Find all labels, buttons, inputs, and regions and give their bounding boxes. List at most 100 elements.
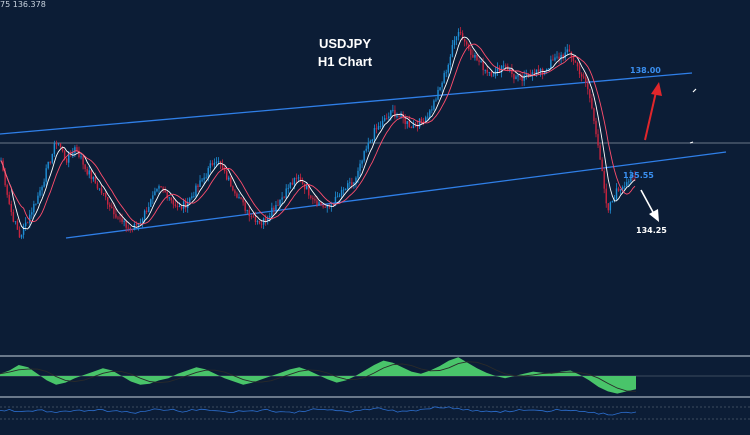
candle xyxy=(605,183,607,208)
candle xyxy=(213,158,216,169)
candle xyxy=(533,68,536,75)
candle xyxy=(406,120,408,129)
bearish-arrow xyxy=(640,189,659,222)
candle xyxy=(57,143,60,146)
candle xyxy=(39,186,41,198)
candle xyxy=(72,147,74,158)
candle xyxy=(558,52,560,64)
candle xyxy=(262,217,265,230)
moving-averages xyxy=(0,36,636,230)
rsi-panel xyxy=(0,406,637,416)
candle xyxy=(449,54,452,71)
bullish-arrow xyxy=(644,82,662,141)
candle xyxy=(65,158,68,165)
candle xyxy=(433,99,435,111)
candle xyxy=(591,94,593,110)
candle xyxy=(148,202,150,213)
candle xyxy=(22,223,25,239)
candle xyxy=(517,73,519,82)
channel-upper-line xyxy=(0,72,693,135)
candle xyxy=(230,176,232,188)
candle xyxy=(349,177,351,188)
candle xyxy=(209,160,212,173)
candle xyxy=(609,201,612,214)
candle xyxy=(252,213,255,218)
candle xyxy=(632,175,634,181)
candle xyxy=(443,70,445,84)
candle xyxy=(248,205,250,222)
candle xyxy=(80,153,82,160)
candle xyxy=(277,199,279,206)
candle xyxy=(260,220,263,229)
candle xyxy=(51,153,54,165)
candle xyxy=(377,122,380,131)
candle xyxy=(289,182,292,190)
candle xyxy=(10,200,13,216)
candle xyxy=(447,63,449,78)
candle xyxy=(587,77,589,95)
candle xyxy=(273,205,275,215)
candle xyxy=(193,191,195,199)
candle xyxy=(441,81,443,93)
candle xyxy=(318,200,320,206)
candle xyxy=(20,234,23,240)
candle xyxy=(170,197,173,204)
candle xyxy=(474,52,476,61)
candle xyxy=(238,193,240,199)
candle xyxy=(121,213,123,225)
candle xyxy=(86,166,88,176)
candle xyxy=(254,211,257,225)
candle xyxy=(203,173,205,186)
candle xyxy=(234,188,236,197)
candle xyxy=(94,172,97,184)
candle xyxy=(371,138,374,143)
candle xyxy=(611,200,614,203)
ma-fast-line xyxy=(0,36,636,230)
candle xyxy=(303,183,306,194)
oscillator-panel xyxy=(0,357,637,394)
candle xyxy=(484,69,486,74)
candle xyxy=(585,72,587,87)
candle xyxy=(574,60,577,63)
candle xyxy=(593,107,595,125)
candle xyxy=(258,220,261,225)
candle xyxy=(373,124,376,144)
candle xyxy=(564,46,566,61)
target-label-134: 134.25 xyxy=(636,226,667,235)
candle xyxy=(100,184,103,195)
candle xyxy=(29,209,31,229)
candle xyxy=(582,72,585,79)
candle xyxy=(285,184,287,200)
candle xyxy=(457,28,460,41)
candle xyxy=(26,221,29,224)
candle xyxy=(427,112,429,121)
candle xyxy=(451,39,454,58)
right-marker-top xyxy=(692,88,697,93)
candle xyxy=(297,174,300,182)
candle xyxy=(375,123,378,134)
candle xyxy=(135,221,138,227)
candle xyxy=(552,54,554,61)
candle xyxy=(246,209,248,215)
candle xyxy=(347,180,349,192)
candle xyxy=(496,62,499,76)
candle xyxy=(521,72,523,87)
candle xyxy=(191,192,193,200)
candle xyxy=(281,192,283,206)
candle xyxy=(603,167,605,194)
candle xyxy=(145,207,148,215)
candle xyxy=(47,161,49,170)
candle xyxy=(18,226,21,238)
candle xyxy=(195,183,197,198)
candle xyxy=(295,173,298,183)
candle xyxy=(463,38,466,47)
candle xyxy=(630,169,632,185)
candle xyxy=(49,161,51,165)
candle xyxy=(98,188,101,191)
candle xyxy=(342,187,345,196)
candle xyxy=(123,218,125,227)
candle xyxy=(619,189,622,195)
candle xyxy=(6,183,8,198)
candle xyxy=(88,165,90,179)
